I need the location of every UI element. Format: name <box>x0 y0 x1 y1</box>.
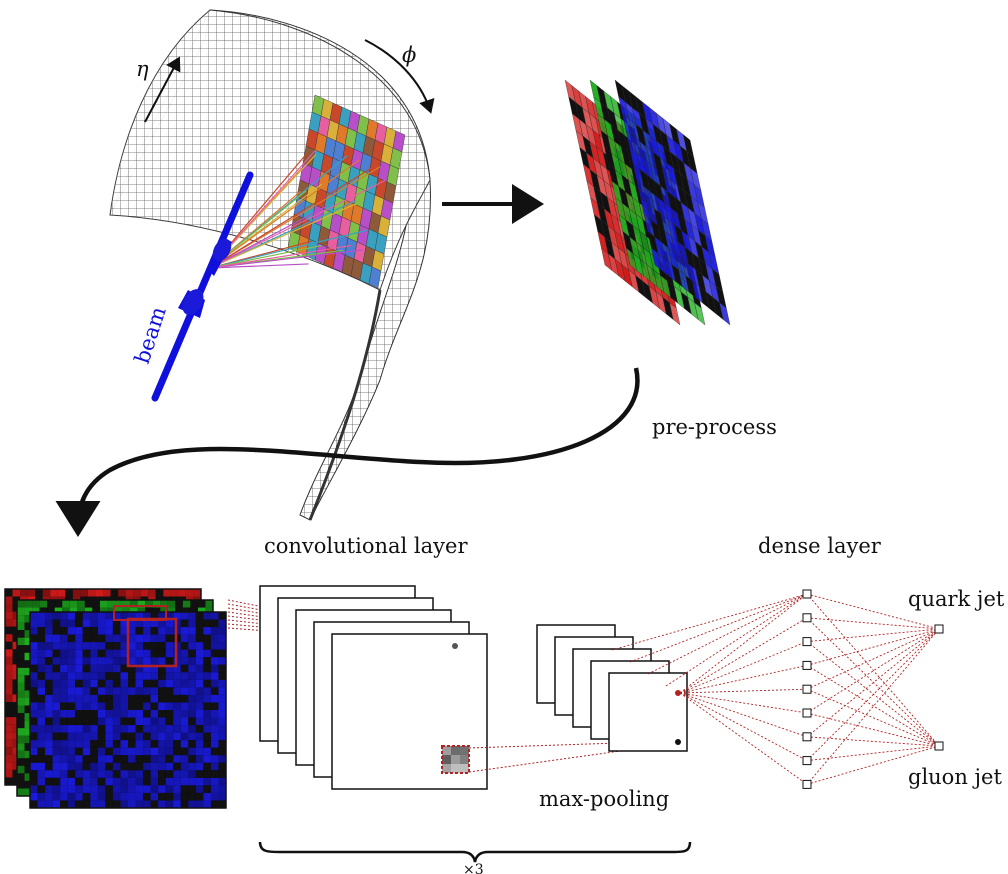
dense-node <box>802 708 812 718</box>
particle-ray <box>209 244 352 269</box>
pool-feature-maps <box>536 624 688 752</box>
beam-label: beam <box>130 304 171 367</box>
filter-window <box>126 617 178 668</box>
conv-activation <box>452 643 458 649</box>
particle-ray <box>209 159 360 269</box>
particle-ray <box>209 229 368 269</box>
dense-node <box>802 779 812 789</box>
pre-process-label: pre-process <box>652 415 777 439</box>
particle-ray <box>209 263 309 269</box>
dense-layer-label: dense layer <box>758 534 882 558</box>
pooling-window <box>441 745 470 774</box>
gluon-jet-node <box>934 741 944 751</box>
dense-node <box>802 660 812 670</box>
dense-node <box>802 637 812 647</box>
rgb-image-stack <box>564 79 731 326</box>
repeat-brace <box>258 841 692 863</box>
conv-feature-maps <box>259 585 679 790</box>
max-pooling-label: max-pooling <box>539 787 669 811</box>
dense-node <box>802 684 812 694</box>
deposit-cell <box>368 266 382 289</box>
phi-arrow <box>364 39 435 114</box>
dense-connections <box>611 593 940 785</box>
pool-activation <box>675 690 681 696</box>
particle-ray <box>209 165 376 269</box>
eta-arrow <box>144 56 181 123</box>
preprocess-to-input-arrow <box>55 367 640 537</box>
beam-pipe <box>151 171 254 402</box>
particle-ray <box>209 179 386 269</box>
dense-nodes <box>802 589 944 789</box>
eta-label: η <box>136 57 149 81</box>
particle-ray <box>209 249 363 269</box>
phi-label: ϕ <box>402 43 416 67</box>
particle-ray <box>209 203 357 269</box>
particle-ray <box>209 205 327 269</box>
convolutional-layer-label: convolutional layer <box>264 534 468 558</box>
pool-feature-map <box>608 672 688 752</box>
dense-node <box>802 589 812 599</box>
dense-node <box>802 613 812 623</box>
gluon-jet-label: gluon jet <box>908 765 1002 789</box>
energy-deposit-patch <box>287 94 406 289</box>
dense-node <box>802 732 812 742</box>
repeat-label: ×3 <box>463 862 484 874</box>
quark-jet-label: quark jet <box>908 587 1005 611</box>
quark-jet-node <box>934 624 944 634</box>
input-image-stack <box>4 588 456 809</box>
dense-node <box>802 756 812 766</box>
channel-image <box>614 79 731 326</box>
pool-activation <box>675 739 681 745</box>
particle-ray <box>209 244 322 269</box>
